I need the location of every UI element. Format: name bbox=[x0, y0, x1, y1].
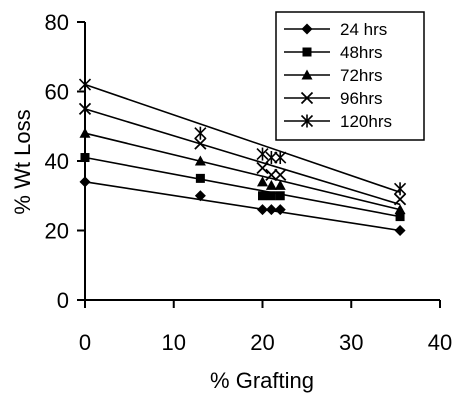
legend-label: 24 hrs bbox=[340, 20, 387, 39]
data-point-series-3 bbox=[194, 155, 206, 166]
trend-line-series-3 bbox=[84, 132, 401, 211]
data-point-series-5 bbox=[194, 126, 207, 140]
legend-marker bbox=[300, 91, 314, 105]
legend-marker bbox=[300, 114, 314, 128]
x-tick-label: 40 bbox=[428, 330, 452, 355]
legend-box bbox=[275, 11, 425, 141]
y-axis-ticks: 0 20 40 60 80 bbox=[45, 10, 85, 313]
x-tick-label: 0 bbox=[79, 330, 91, 355]
legend-marker bbox=[301, 69, 313, 80]
legend-marker bbox=[302, 47, 312, 57]
y-tick-label: 60 bbox=[45, 80, 69, 105]
data-point-series-1 bbox=[265, 204, 277, 216]
y-tick-label: 80 bbox=[45, 10, 69, 35]
data-point-series-1 bbox=[194, 190, 206, 202]
data-point-series-3 bbox=[265, 179, 277, 190]
data-point-series-3 bbox=[274, 179, 286, 190]
x-axis-ticks: 0 10 20 30 40 bbox=[79, 300, 452, 355]
trend-line-series-1 bbox=[84, 181, 401, 232]
data-point-series-3 bbox=[394, 204, 406, 215]
x-tick-label: 20 bbox=[250, 330, 274, 355]
legend-label: 72hrs bbox=[340, 66, 383, 85]
data-point-series-4 bbox=[393, 193, 407, 206]
y-tick-label: 40 bbox=[45, 149, 69, 174]
x-axis-title: % Grafting bbox=[210, 368, 314, 393]
x-tick-label: 30 bbox=[339, 330, 363, 355]
trend-lines bbox=[84, 83, 401, 232]
data-point-series-1 bbox=[394, 225, 406, 236]
data-point-series-4 bbox=[256, 161, 269, 175]
legend-items: 24 hrs 48hrs 72hrs 96hrs 120hrs bbox=[284, 20, 392, 131]
data-point-series-4 bbox=[194, 137, 207, 150]
data-point-series-2 bbox=[266, 191, 276, 201]
legend: 24 hrs 48hrs 72hrs 96hrs 120hrs bbox=[275, 11, 425, 141]
data-point-series-1 bbox=[257, 204, 268, 216]
y-tick-label: 0 bbox=[57, 288, 69, 313]
data-point-series-4 bbox=[265, 168, 278, 182]
y-tick-label: 20 bbox=[45, 219, 69, 244]
data-point-series-2 bbox=[258, 191, 267, 201]
trend-line-series-5 bbox=[84, 83, 401, 194]
data-point-series-5 bbox=[274, 151, 287, 165]
data-point-series-4 bbox=[274, 168, 287, 182]
trend-line-series-4 bbox=[84, 108, 401, 206]
legend-marker bbox=[301, 23, 313, 35]
legend-label: 96hrs bbox=[340, 89, 383, 108]
data-point-series-3 bbox=[257, 176, 268, 187]
x-tick-label: 10 bbox=[162, 330, 186, 355]
legend-label: 48hrs bbox=[340, 43, 383, 62]
y-axis-title: % Wt Loss bbox=[10, 109, 35, 214]
trend-line-series-2 bbox=[84, 156, 401, 218]
data-point-series-2 bbox=[395, 212, 405, 222]
data-point-series-5 bbox=[256, 147, 269, 161]
data-point-series-1 bbox=[274, 204, 286, 216]
data-point-series-5 bbox=[265, 151, 278, 165]
data-point-series-2 bbox=[195, 173, 205, 183]
data-point-series-2 bbox=[275, 191, 285, 201]
legend-label: 120hrs bbox=[340, 112, 392, 131]
data-point-series-5 bbox=[393, 182, 407, 196]
